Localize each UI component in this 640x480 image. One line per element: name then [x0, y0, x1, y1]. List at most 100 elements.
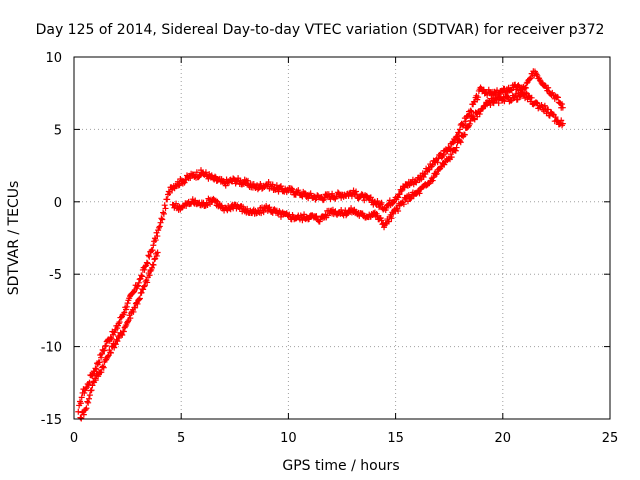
data-point — [353, 188, 360, 195]
data-point — [138, 272, 145, 279]
data-point — [448, 154, 455, 161]
data-point — [122, 306, 129, 313]
data-point — [107, 349, 114, 356]
data-point — [441, 161, 448, 168]
data-point — [452, 147, 459, 154]
data-point — [288, 185, 295, 192]
data-point — [407, 195, 414, 202]
data-point — [555, 94, 562, 101]
data-point — [453, 144, 460, 151]
data-point — [136, 295, 143, 302]
data-point — [466, 120, 473, 127]
data-point — [446, 145, 453, 152]
data-point — [166, 189, 173, 196]
data-point — [508, 97, 515, 104]
data-point — [150, 242, 157, 249]
data-point — [160, 210, 167, 217]
data-point — [101, 347, 108, 354]
data-point — [429, 177, 436, 184]
data-point — [435, 155, 442, 162]
data-point — [196, 173, 203, 180]
data-point — [277, 213, 284, 220]
data-point — [212, 173, 219, 180]
data-point — [158, 215, 165, 222]
x-tick-label: 0 — [70, 431, 78, 446]
data-point — [395, 207, 402, 214]
data-point — [522, 84, 529, 91]
data-point — [147, 268, 154, 275]
data-point — [153, 252, 160, 259]
data-point — [120, 328, 127, 335]
data-point — [140, 283, 147, 290]
data-point — [545, 84, 552, 91]
data-point — [154, 249, 161, 256]
data-point — [98, 369, 105, 376]
data-point — [100, 364, 107, 371]
data-point — [461, 131, 468, 138]
data-point — [476, 111, 483, 118]
data-point — [400, 201, 407, 208]
data-point — [398, 188, 405, 195]
data-point — [122, 323, 129, 330]
data-point — [266, 204, 273, 211]
data-point — [378, 217, 385, 224]
data-point — [141, 282, 148, 289]
data-point — [88, 387, 95, 394]
data-point — [295, 187, 302, 194]
data-point — [378, 199, 385, 206]
data-point — [154, 233, 161, 240]
data-point — [95, 373, 102, 380]
data-point — [202, 169, 209, 176]
data-point — [77, 414, 84, 421]
data-point — [139, 273, 146, 280]
grid — [74, 57, 610, 419]
data-point — [152, 237, 159, 244]
data-point — [434, 159, 441, 166]
data-point — [388, 215, 395, 222]
data-point — [159, 216, 166, 223]
data-point — [329, 190, 336, 197]
data-point — [134, 283, 141, 290]
data-point — [155, 224, 162, 231]
data-point — [301, 211, 308, 218]
data-point — [306, 216, 313, 223]
data-point — [140, 286, 147, 293]
data-point — [150, 261, 157, 268]
data-point — [143, 259, 150, 266]
y-tick-label: -15 — [41, 413, 62, 428]
data-point — [112, 341, 119, 348]
data-point — [289, 186, 296, 193]
data-point — [367, 194, 374, 201]
data-point — [138, 289, 145, 296]
data-point — [104, 353, 111, 360]
data-point — [456, 126, 463, 133]
data-point — [465, 123, 472, 130]
data-point — [552, 114, 559, 121]
data-point — [439, 153, 446, 160]
data-point — [164, 196, 171, 203]
data-point — [135, 279, 142, 286]
data-point — [127, 315, 134, 322]
chart-title: Day 125 of 2014, Sidereal Day-to-day VTE… — [36, 22, 605, 38]
x-tick-label: 5 — [177, 431, 185, 446]
data-point — [102, 342, 109, 349]
data-point — [116, 318, 123, 325]
data-point — [144, 279, 151, 286]
data-point — [149, 247, 156, 254]
x-tick-label: 20 — [495, 431, 512, 446]
data-points — [75, 68, 566, 422]
data-point — [145, 252, 152, 259]
data-point — [92, 377, 99, 384]
data-point — [135, 282, 142, 289]
data-point — [433, 170, 440, 177]
data-point — [99, 363, 106, 370]
data-point — [141, 266, 148, 273]
data-point — [86, 392, 93, 399]
data-point — [108, 335, 115, 342]
y-tick-label: 0 — [54, 196, 62, 211]
data-point — [559, 120, 566, 127]
data-point — [85, 399, 92, 406]
axis-ticks: 0 5 10 15 20 25 -15 -10 -5 0 5 10 — [41, 51, 619, 446]
data-point — [244, 177, 251, 184]
data-point — [559, 101, 566, 108]
